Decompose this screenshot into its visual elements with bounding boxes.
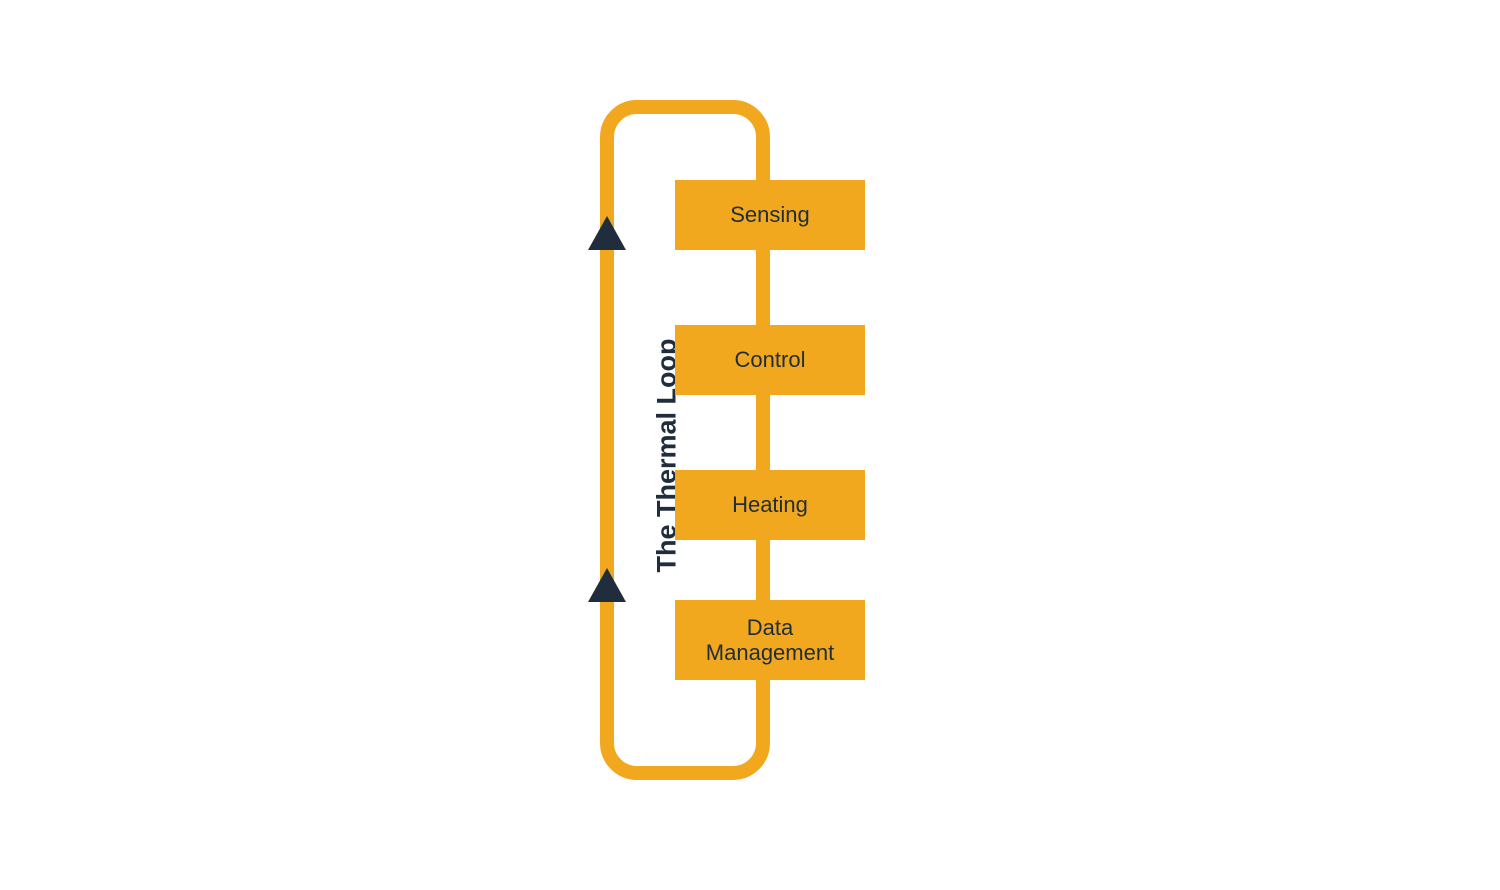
arrow-up-icon: [588, 568, 626, 602]
box-label: Sensing: [730, 202, 810, 227]
box-sensing: Sensing: [675, 180, 865, 250]
box-control: Control: [675, 325, 865, 395]
box-label: Control: [735, 347, 806, 372]
arrow-up-icon: [588, 216, 626, 250]
box-label: DataManagement: [706, 615, 834, 666]
box-label: Heating: [732, 492, 808, 517]
thermal-loop-diagram: The Thermal Loop Sensing Control Heating…: [560, 100, 920, 780]
box-heating: Heating: [675, 470, 865, 540]
box-data-management: DataManagement: [675, 600, 865, 680]
